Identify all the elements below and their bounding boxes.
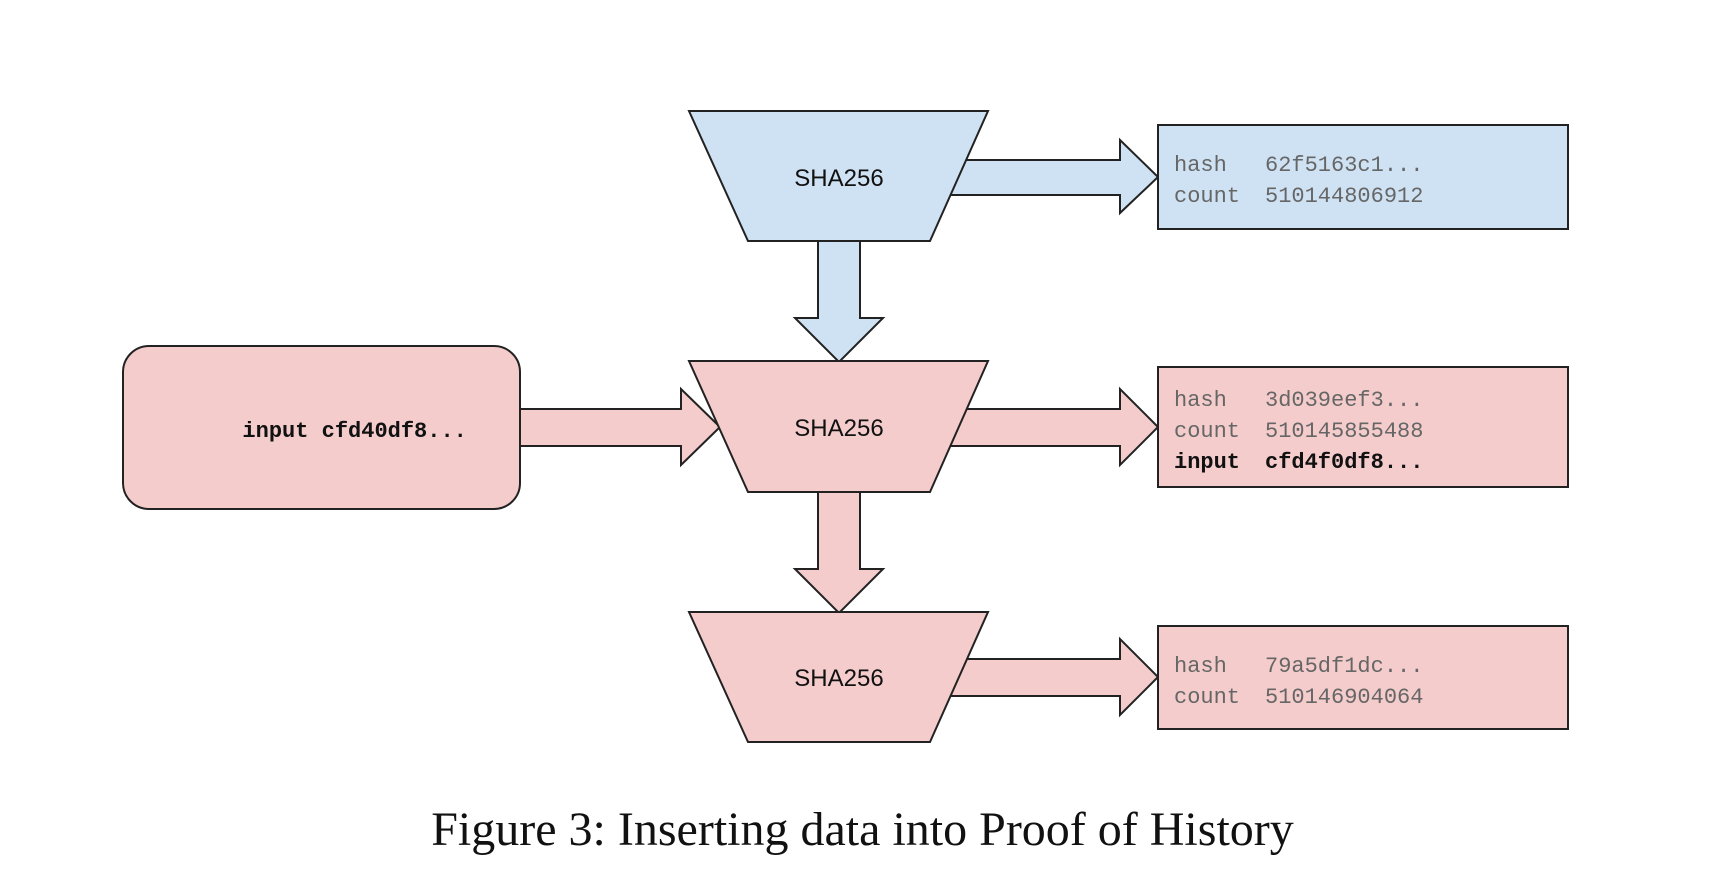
- arrow-sha-middle-to-sha-bottom: [792, 491, 886, 615]
- output-hash-key: hash: [1174, 654, 1227, 679]
- output-count-key: count: [1174, 419, 1240, 444]
- output-hash-key: hash: [1174, 153, 1227, 178]
- output-hash-value: 79a5df1dc...: [1265, 654, 1423, 679]
- arrow-sha-top-to-sha-middle: [792, 240, 886, 364]
- sha256-block-middle: SHA256: [687, 360, 990, 493]
- arrow-sha-bottom-to-output-3: [943, 636, 1160, 718]
- sha256-label: SHA256: [794, 165, 883, 192]
- output-hash-key: hash: [1174, 388, 1227, 413]
- sha256-label: SHA256: [794, 415, 883, 442]
- input-box: input cfd40df8...: [122, 345, 533, 510]
- output-box-1: hash 62f5163c1... count 510144806912: [1157, 124, 1569, 230]
- arrow-input-to-sha-middle: [519, 386, 722, 468]
- arrow-sha-middle-to-output-2: [943, 386, 1160, 468]
- output-count-value: 510146904064: [1265, 685, 1423, 710]
- output-count-value: 510144806912: [1265, 184, 1423, 209]
- sha256-block-top: SHA256: [687, 110, 990, 242]
- output-input-value: cfd4f0df8...: [1265, 450, 1423, 475]
- output-hash-value: 3d039eef3...: [1265, 388, 1423, 413]
- input-text: input cfd40df8...: [150, 419, 533, 444]
- output-count-value: 510145855488: [1265, 419, 1423, 444]
- output-box-3: hash 79a5df1dc... count 510146904064: [1157, 625, 1569, 730]
- output-count-key: count: [1174, 685, 1240, 710]
- sha256-block-bottom: SHA256: [687, 611, 990, 743]
- output-hash-value: 62f5163c1...: [1265, 153, 1423, 178]
- figure-caption: Figure 3: Inserting data into Proof of H…: [431, 803, 1294, 856]
- output-box-2: hash 3d039eef3... count 510145855488 inp…: [1157, 366, 1569, 488]
- sha256-label: SHA256: [794, 665, 883, 692]
- arrow-sha-top-to-output-1: [943, 137, 1160, 216]
- output-input-key: input: [1174, 450, 1240, 475]
- output-count-key: count: [1174, 184, 1240, 209]
